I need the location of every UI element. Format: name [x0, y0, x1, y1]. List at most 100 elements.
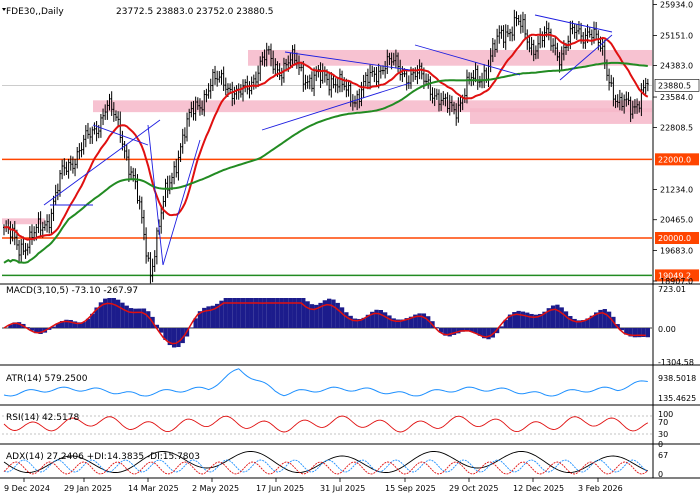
y-axis-label: 20465.0: [660, 216, 693, 225]
indicator-axis-label: 100: [658, 410, 673, 419]
macd-bar: [632, 328, 638, 338]
macd-bar: [29, 328, 35, 331]
macd-bar: [408, 316, 414, 328]
y-axis-label: 18907.0: [660, 277, 693, 286]
trendlines: [43, 14, 613, 266]
adx-pane: [3, 451, 649, 475]
macd-bar: [16, 322, 22, 328]
macd-bar: [240, 298, 246, 328]
macd-bar: [219, 300, 224, 328]
y-axis-label: 25151.0: [660, 31, 693, 40]
macd-bar: [628, 328, 633, 337]
macd-bar: [309, 304, 315, 328]
ma-slow-line: [3, 61, 648, 264]
rsi-pane: [2, 415, 652, 435]
atr-pane: [3, 368, 648, 397]
macd-bar: [417, 313, 422, 328]
horizontal-levels: [2, 85, 652, 277]
current-price-label: 23880.5: [658, 81, 691, 90]
macd-bar: [602, 309, 607, 328]
macd-bar: [34, 328, 39, 334]
macd-bar: [486, 328, 491, 340]
x-axis-label: 17 Jun 2025: [256, 484, 304, 493]
macd-bar: [344, 312, 349, 328]
trendline: [43, 119, 161, 206]
macd-bar: [51, 326, 56, 328]
macd-bar: [141, 308, 147, 328]
x-axis-label: 9 Dec 2024: [4, 484, 50, 493]
macd-bar: [464, 328, 470, 332]
macd-bar: [283, 298, 289, 328]
macd-bar: [413, 314, 418, 328]
adx-minus-di-line: [3, 461, 649, 475]
indicator-axis-label: 70: [658, 418, 668, 427]
macd-bar: [193, 318, 198, 328]
macd-bar: [589, 315, 595, 328]
macd-bar: [133, 308, 138, 328]
macd-bar: [223, 298, 228, 328]
collapse-arrow-icon[interactable]: [2, 8, 6, 11]
macd-bar: [245, 298, 250, 328]
x-axis-label: 29 Jan 2025: [64, 484, 112, 493]
macd-bar: [236, 298, 241, 328]
macd-bar: [594, 312, 599, 328]
macd-bar: [550, 305, 556, 328]
macd-bar: [546, 308, 551, 328]
chart-header-symbol: FDE30,,Daily: [6, 7, 64, 17]
macd-bar: [538, 313, 543, 328]
x-axis-label: 14 Mar 2025: [128, 484, 179, 493]
macd-bar: [94, 307, 99, 328]
y-axis-label: 23584.0: [660, 93, 693, 102]
trendline: [162, 139, 201, 266]
macd-bar: [90, 313, 95, 328]
zone-rect: [2, 218, 45, 225]
macd-bar: [404, 318, 409, 328]
macd-bar: [12, 322, 17, 328]
adx-label: ADX(14) 27.2406 +DI:14.3835 -DI:15.7803: [6, 452, 200, 462]
macd-bar: [348, 315, 353, 328]
adx-main-line: [3, 451, 648, 473]
macd-bar: [637, 328, 642, 338]
price-candles: [3, 9, 649, 284]
indicator-axis-label: 723.01: [658, 285, 686, 294]
trendline: [284, 51, 411, 71]
macd-bar: [421, 313, 427, 328]
macd-bar: [275, 298, 280, 328]
indicator-axis-label: 67: [658, 451, 668, 460]
indicator-axis-label: 938.5018: [658, 374, 696, 383]
macd-bar: [85, 318, 91, 328]
macd-bar: [533, 314, 539, 328]
macd-bar: [232, 298, 237, 328]
x-axis-label: 12 Dec 2025: [513, 484, 564, 493]
macd-bar: [645, 328, 650, 338]
macd-bar: [215, 303, 220, 328]
macd-bar: [447, 328, 452, 337]
macd-bar: [146, 311, 151, 328]
macd-signal-line: [3, 302, 646, 345]
y-axis-labels: 25934.0 25151.0 24383.0 23880.5 23584.0 22808…: [653, 1, 700, 479]
macd-bar: [451, 328, 457, 335]
macd-bar: [606, 311, 612, 328]
macd-bar: [585, 318, 590, 328]
rsi-line: [3, 415, 649, 433]
macd-bar: [563, 311, 569, 328]
macd-bar: [8, 324, 13, 328]
current-price-tag: [654, 79, 700, 92]
x-axis-label: 2 May 2025: [192, 484, 239, 493]
macd-bar: [167, 328, 172, 346]
atr-line: [3, 368, 648, 397]
macd-bar: [120, 302, 125, 328]
macd-bar: [499, 326, 504, 328]
x-axis-label: 15 Sep 2025: [385, 484, 436, 493]
macd-bar: [301, 298, 306, 328]
y-axis-label: 24383.0: [660, 62, 693, 71]
macd-bar: [598, 309, 603, 328]
macd-bar: [525, 312, 530, 328]
macd-bar: [426, 316, 431, 328]
atr-label: ATR(14) 579.2500: [6, 374, 88, 384]
macd-bar: [576, 320, 582, 328]
macd-bar: [77, 322, 82, 328]
macd-bar: [520, 311, 526, 328]
